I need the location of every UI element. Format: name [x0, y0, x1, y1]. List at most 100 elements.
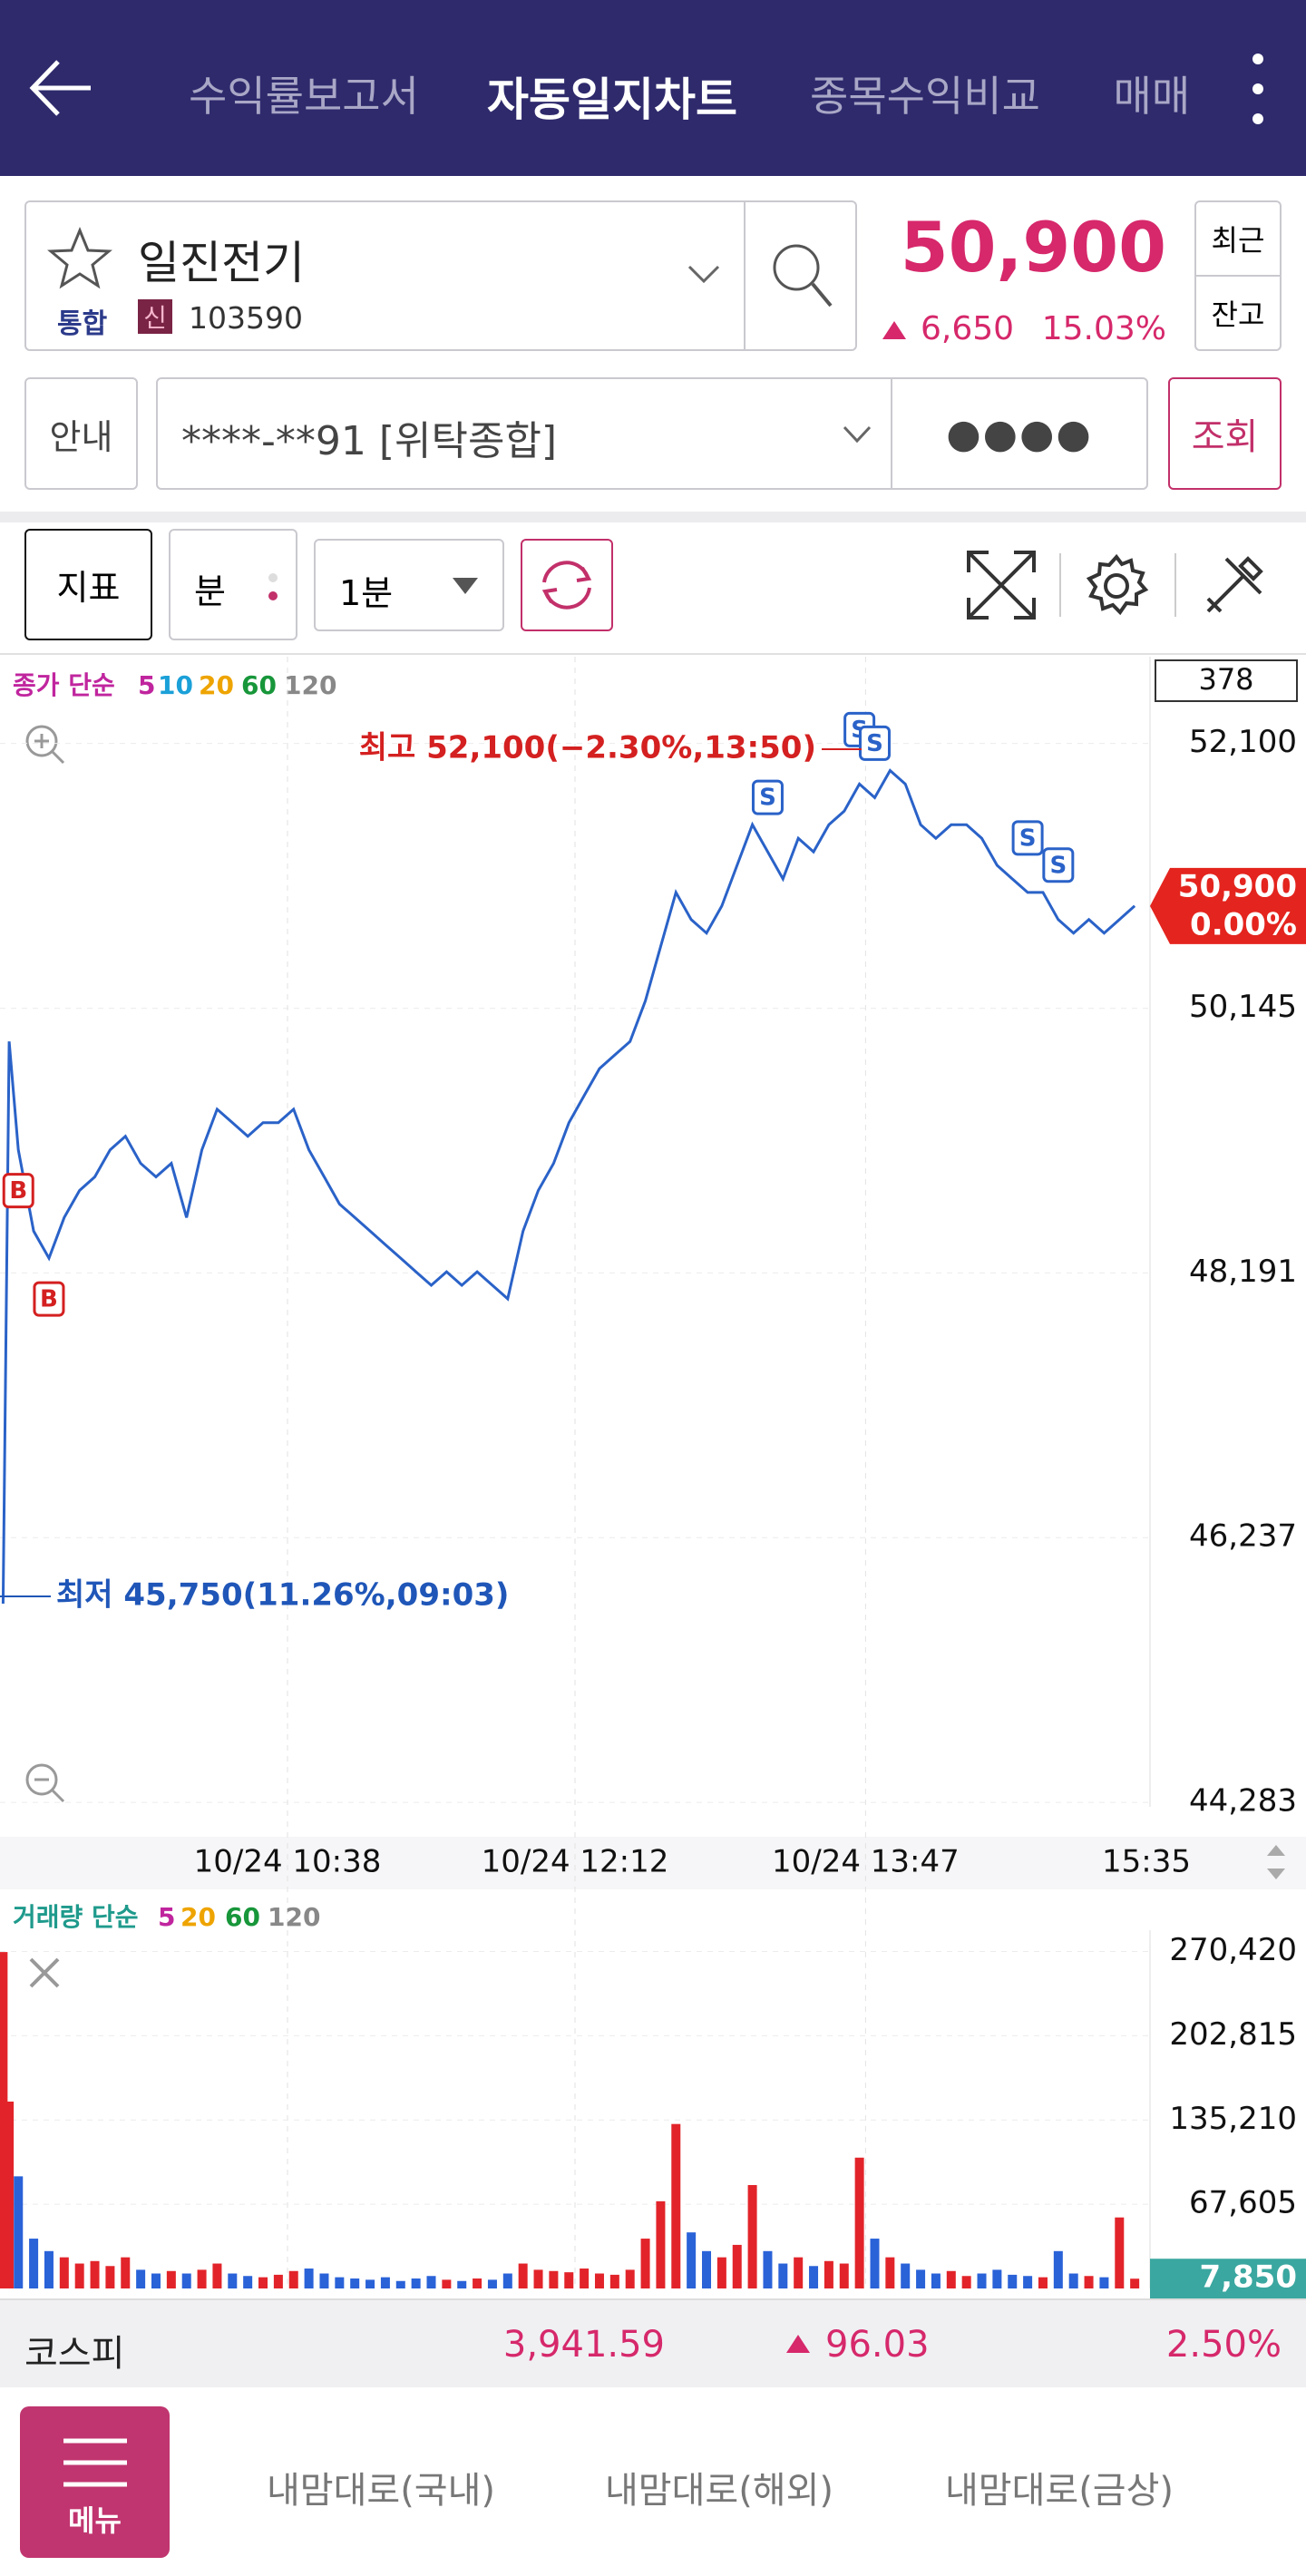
price-change: 6,650 [921, 310, 1015, 347]
signal-label: S [866, 730, 883, 757]
interval-select[interactable]: 1분 [314, 539, 504, 631]
menu-label: 메뉴 [68, 2503, 122, 2538]
volume-bar [473, 2278, 482, 2288]
volume-bar [946, 2270, 956, 2288]
volume-bar [747, 2184, 757, 2288]
legend-period: 60 [225, 1902, 260, 1932]
volume-bar [319, 2273, 329, 2288]
volume-bar [961, 2276, 971, 2288]
index-bar: 코스피 3,941.59 96.03 2.50% [0, 2298, 1306, 2387]
volume-bar [258, 2277, 268, 2288]
up-triangle [786, 2335, 810, 2353]
tools-button[interactable] [1201, 551, 1268, 619]
volume-bar [1068, 2273, 1078, 2288]
zoom-out[interactable] [25, 1763, 65, 1803]
refresh-icon [541, 561, 592, 610]
interval: 1분 [339, 573, 394, 613]
change-rate: 15.03% [1041, 310, 1166, 347]
price-tag [1150, 867, 1306, 944]
volume-bar [794, 2257, 804, 2288]
x-tick-label: 10/24 10:38 [194, 1844, 382, 1880]
legend-period: 120 [268, 1902, 320, 1932]
volume-bar [14, 2176, 24, 2288]
stock-dropdown[interactable] [687, 263, 721, 285]
volume-bar [732, 2244, 742, 2288]
nav-tab[interactable]: 종목수익비교 [810, 72, 1040, 121]
volume-bar [594, 2273, 604, 2288]
query-button[interactable]: 조회 [1168, 377, 1282, 490]
period-unit-button[interactable]: 분 [169, 529, 297, 640]
legend-period: 60 [241, 670, 277, 700]
index-name: 코스피 [24, 2333, 125, 2375]
volume-bar [105, 2266, 115, 2288]
account-dropdown[interactable] [842, 424, 872, 444]
scroll-arrows[interactable] [1267, 1845, 1285, 1879]
volume-bar [502, 2273, 512, 2288]
volume-bar [350, 2278, 360, 2288]
volume-bar [625, 2269, 635, 2288]
volume-bar [870, 2239, 880, 2288]
top-nav [0, 0, 1306, 176]
bottom-tab[interactable]: 내맘대로(국내) [267, 2470, 496, 2512]
credit-badge: 신 [138, 299, 172, 334]
bottom-tab[interactable]: 내맘대로(금상) [945, 2470, 1174, 2512]
y-tick-label: 135,210 [1169, 2101, 1297, 2137]
signal-marker [1042, 847, 1075, 883]
volume-bar [609, 2274, 619, 2288]
divider [891, 379, 892, 488]
nav-tab[interactable]: 수익률보고서 [189, 72, 419, 121]
fullscreen-button[interactable] [965, 549, 1038, 621]
volume-bar [304, 2269, 314, 2288]
settings-button[interactable] [1084, 553, 1149, 619]
guide-button[interactable]: 안내 [24, 377, 138, 490]
signal-marker [1011, 820, 1044, 856]
y-tick-label: 50,145 [1189, 989, 1297, 1025]
close-volume[interactable] [29, 1957, 60, 1988]
signal-marker [33, 1281, 65, 1317]
balance-button[interactable]: 잔고 [1211, 298, 1265, 332]
index-rate: 2.50% [1165, 2324, 1282, 2366]
volume-bar [380, 2277, 390, 2288]
signal-label: S [759, 785, 776, 812]
legend-period: 20 [199, 670, 234, 700]
volume-bar [809, 2266, 819, 2288]
volume-bar [457, 2280, 467, 2288]
refresh-button[interactable] [521, 539, 613, 631]
menu-button[interactable]: 메뉴 [20, 2406, 170, 2558]
more-button[interactable] [1244, 50, 1272, 128]
price-tag-change: 0.00% [1190, 906, 1297, 942]
volume-bar [212, 2263, 222, 2288]
divider [1059, 553, 1061, 617]
x-end-label: 15:35 [1102, 1844, 1191, 1880]
search-button[interactable] [769, 240, 834, 311]
back-button[interactable] [27, 56, 96, 120]
password-field[interactable]: ●●●● [946, 410, 1093, 457]
volume-bar [656, 2200, 666, 2288]
zoom-in[interactable] [25, 725, 65, 765]
price-line [1, 768, 1136, 1605]
y-tick-label: 46,237 [1189, 1518, 1297, 1555]
volume-bar [778, 2263, 788, 2288]
side-buttons: 최근 잔고 [1194, 200, 1282, 351]
index-value: 3,941.59 [502, 2324, 665, 2366]
volume-bar [916, 2269, 926, 2288]
current-price: 50,900 [900, 207, 1166, 288]
volume-bar [687, 2232, 697, 2288]
account-box[interactable]: ****-**91 [위탁종합] ●●●● [156, 377, 1148, 490]
nav-tab[interactable]: 매매 [1113, 72, 1191, 121]
recent-button[interactable]: 최근 [1196, 202, 1280, 277]
volume-bar [977, 2273, 987, 2288]
volume-bar [716, 2257, 726, 2288]
y-tick-label: 202,815 [1169, 2016, 1297, 2053]
y-tick-label: 270,420 [1169, 1932, 1297, 1968]
volume-bar [564, 2272, 574, 2288]
volume-tag-label: 7,850 [1199, 2259, 1297, 2296]
bottom-tab[interactable]: 내맘대로(해외) [605, 2470, 834, 2512]
divider [0, 653, 1306, 655]
x-axis-band [0, 1837, 1306, 1889]
favorite-star[interactable] [47, 227, 112, 290]
nav-tab[interactable]: 자동일지차트 [487, 73, 737, 126]
indicator-button[interactable]: 지표 [24, 529, 152, 640]
volume-bar [580, 2269, 590, 2288]
volume-bar [487, 2279, 497, 2288]
